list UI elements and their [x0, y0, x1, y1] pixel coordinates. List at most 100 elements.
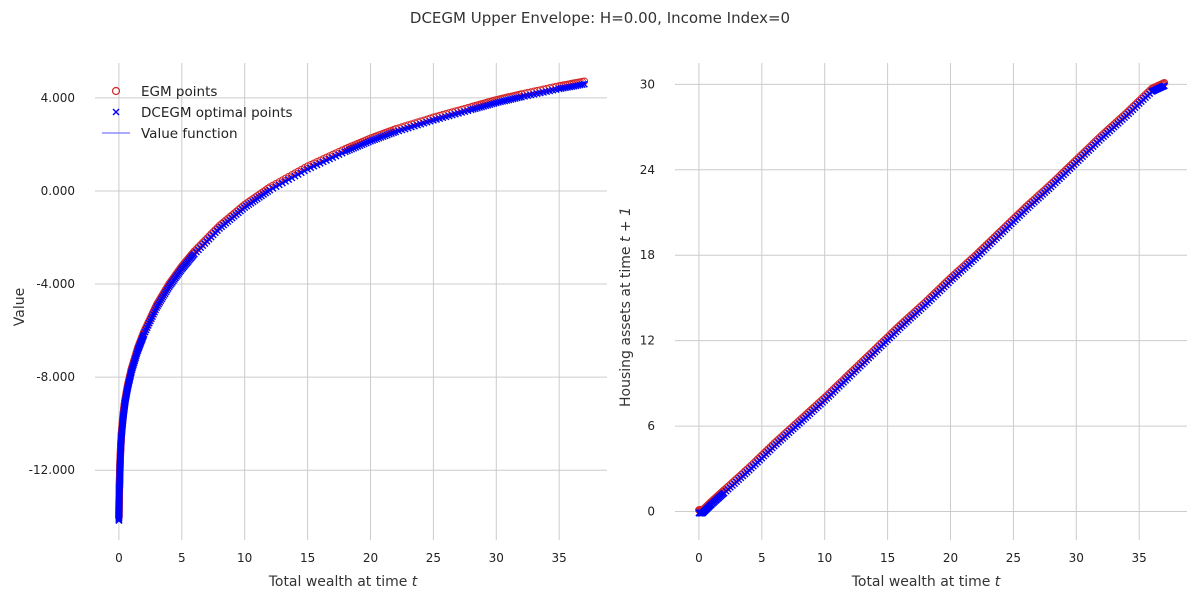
x-tick-label: 30	[489, 551, 504, 565]
dcegm-point	[385, 130, 393, 138]
legend-label: DCEGM optimal points	[141, 105, 293, 121]
x-tick-label: 10	[817, 551, 832, 565]
dcegm-point	[381, 132, 389, 140]
dcegm-point	[367, 137, 374, 145]
legend-marker-dcegm	[112, 108, 120, 116]
dcegm-point-stroke	[373, 135, 381, 143]
y-tick-label: -8.000	[36, 370, 75, 384]
dcegm-point-stroke	[348, 145, 356, 153]
legend-label: Value function	[141, 126, 238, 142]
x-tick-label: 5	[178, 551, 186, 565]
x-tick-label: 10	[237, 551, 252, 565]
x-tick-label: 35	[1132, 551, 1147, 565]
dcegm-point-stroke	[1160, 82, 1168, 90]
dcegm-point	[369, 137, 377, 145]
y-tick-label: 12	[640, 334, 655, 348]
legend-marker-stroke	[112, 108, 120, 116]
y-tick-label: 24	[640, 163, 655, 177]
dcegm-point-stroke	[499, 97, 507, 105]
left-panel-value-function: 4.000 0.000 -4.000 -8.000 -12.000 0 5 10 15 20 25…	[12, 63, 607, 590]
dcegm-point-stroke	[362, 139, 370, 147]
x-tick-label: 0	[115, 551, 123, 565]
legend-label: EGM points	[141, 84, 217, 100]
right-x-axis-label: Total wealth at time t	[851, 574, 1001, 590]
dcegm-point-stroke	[360, 140, 368, 148]
dcegm-point-stroke	[505, 96, 513, 104]
dcegm-point-stroke	[492, 99, 500, 107]
dcegm-point	[375, 134, 383, 142]
x-tick-label: 30	[1069, 551, 1084, 565]
dcegm-point-stroke	[473, 104, 481, 112]
x-tick-label: 5	[758, 551, 766, 565]
figure-title: DCEGM Upper Envelope: H=0.00, Income Ind…	[410, 9, 790, 27]
y-tick-label: 18	[640, 248, 655, 262]
left-y-tick-labels: 4.000 0.000 -4.000 -8.000 -12.000	[29, 91, 75, 477]
x-tick-label: 20	[363, 551, 378, 565]
left-y-axis-label: Value	[12, 288, 28, 326]
y-tick-label: 0.000	[41, 184, 75, 198]
dcegm-point	[578, 81, 586, 89]
dcegm-point-stroke	[379, 133, 387, 141]
dcegm-point	[358, 141, 366, 149]
dcegm-point	[341, 148, 349, 156]
y-tick-label: 30	[640, 77, 655, 91]
dcegm-point	[377, 133, 385, 141]
dcegm-point	[360, 140, 368, 148]
y-tick-label: 4.000	[41, 91, 75, 105]
y-tick-label: -4.000	[36, 277, 75, 291]
right-panel-housing: 0 6 12 18 24 30 0 5 10 15 20 25 30 35 Total wealth a…	[618, 63, 1187, 590]
dcegm-point	[379, 133, 387, 141]
x-tick-label: 15	[880, 551, 895, 565]
left-grid	[95, 63, 607, 540]
dcegm-point	[346, 146, 354, 154]
right-y-tick-labels: 0 6 12 18 24 30	[640, 77, 655, 518]
dcegm-point-stroke	[375, 134, 383, 142]
right-dcegm-points	[695, 82, 1168, 517]
left-dcegm-points	[115, 80, 588, 525]
dcegm-point	[364, 138, 372, 146]
dcegm-point-stroke	[387, 130, 395, 138]
dcegm-point-stroke	[507, 96, 515, 103]
dcegm-point	[371, 136, 379, 144]
dcegm-point	[352, 143, 360, 151]
left-egm-points	[115, 77, 589, 522]
dcegm-point-stroke	[515, 94, 523, 102]
left-x-tick-labels: 0 5 10 15 20 25 30 35	[115, 551, 567, 565]
legend-marker-egm	[111, 86, 121, 96]
dcegm-point-stroke	[356, 142, 364, 150]
right-x-tick-labels: 0 5 10 15 20 25 30 35	[695, 551, 1147, 565]
left-x-axis-label: Total wealth at time t	[268, 574, 418, 590]
dcegm-point-stroke	[501, 97, 509, 105]
dcegm-point	[356, 142, 364, 150]
dcegm-point-stroke	[478, 103, 486, 111]
dcegm-point-stroke	[511, 95, 519, 103]
dcegm-point-stroke	[482, 102, 490, 110]
dcegm-point	[354, 143, 362, 151]
dcegm-point-stroke	[369, 137, 377, 145]
y-tick-label: 0	[647, 505, 655, 519]
dcegm-point-stroke	[367, 137, 374, 145]
dcegm-point-stroke	[476, 104, 484, 112]
dcegm-point-stroke	[346, 146, 354, 154]
dcegm-point-stroke	[352, 143, 360, 151]
dcegm-point-stroke	[343, 147, 351, 155]
right-egm-points	[695, 79, 1169, 514]
dcegm-point-stroke	[469, 105, 477, 113]
dcegm-point-stroke	[471, 105, 479, 113]
dcegm-point	[362, 139, 370, 147]
x-tick-label: 0	[695, 551, 703, 565]
dcegm-point-stroke	[371, 136, 379, 144]
dcegm-point	[515, 94, 523, 102]
dcegm-point	[383, 131, 391, 139]
dcegm-point-stroke	[484, 101, 492, 109]
y-tick-label: -12.000	[29, 463, 75, 477]
dcegm-point-stroke	[496, 98, 504, 106]
dcegm-point	[348, 145, 356, 153]
dcegm-point-stroke	[509, 95, 517, 103]
dcegm-point-stroke	[578, 81, 586, 89]
dcegm-point	[1160, 82, 1168, 90]
dcegm-point-stroke	[494, 98, 502, 106]
dcegm-point-stroke	[354, 143, 362, 151]
dcegm-point-stroke	[467, 106, 475, 114]
dcegm-point-stroke	[385, 130, 393, 138]
